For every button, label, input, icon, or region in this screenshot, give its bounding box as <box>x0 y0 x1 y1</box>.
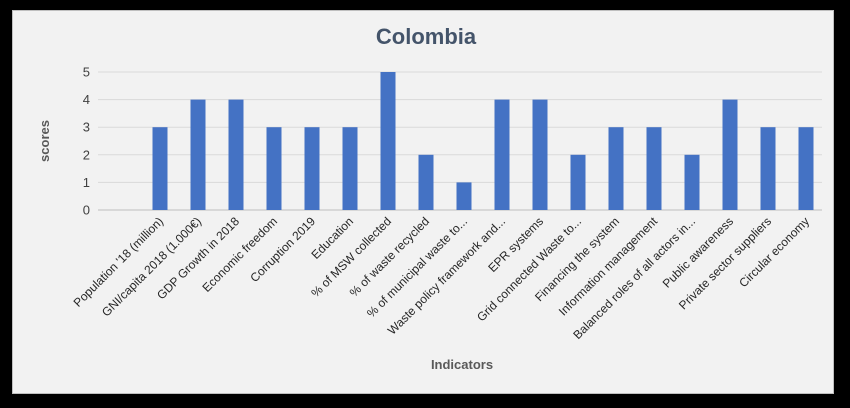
y-tick-label: 5 <box>83 65 90 80</box>
y-tick-label: 4 <box>83 92 90 107</box>
bar <box>152 127 168 210</box>
bar <box>380 72 396 210</box>
chart-title: Colombia <box>376 24 477 49</box>
bar <box>494 99 510 210</box>
x-tick-labels: Population '18 (million)GNI/capita 2018 … <box>71 214 812 342</box>
y-tick-label: 1 <box>83 175 90 190</box>
bar <box>722 99 738 210</box>
bar <box>760 127 776 210</box>
bar <box>342 127 358 210</box>
y-axis-title: scores <box>37 120 52 162</box>
y-tick-labels: 0 1 2 3 4 5 <box>83 65 90 218</box>
bar <box>532 99 548 210</box>
bar <box>266 127 282 210</box>
y-tick-label: 0 <box>83 203 90 218</box>
bar <box>190 99 206 210</box>
bar <box>608 127 624 210</box>
y-tick-label: 3 <box>83 120 90 135</box>
x-axis-title: Indicators <box>431 357 493 372</box>
bar <box>798 127 814 210</box>
bars <box>152 72 814 210</box>
y-tick-label: 2 <box>83 147 90 162</box>
bar <box>684 154 700 210</box>
bar <box>228 99 244 210</box>
bar <box>418 154 434 210</box>
bar <box>456 182 472 210</box>
x-tick-label: Corruption 2019 <box>247 214 318 285</box>
bar <box>304 127 320 210</box>
bar <box>570 154 586 210</box>
bar <box>646 127 662 210</box>
x-tick-label: Circular economy <box>736 214 812 290</box>
